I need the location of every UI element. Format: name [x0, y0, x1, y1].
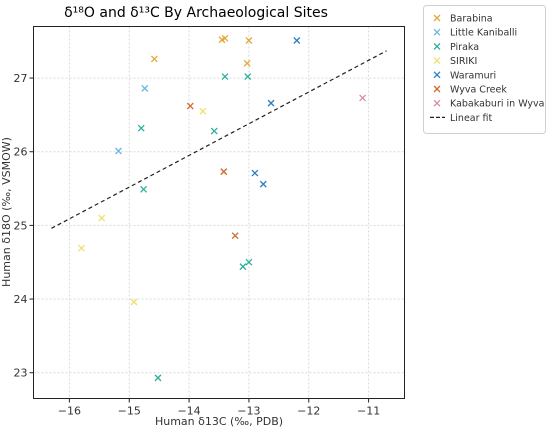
- x-tick-label: −14: [177, 405, 200, 418]
- legend-label: SIRIKI: [450, 56, 477, 67]
- y-tick-label: 25: [14, 219, 28, 232]
- data-point: [221, 34, 229, 42]
- data-point: [259, 180, 267, 188]
- data-point: [77, 244, 85, 252]
- y-tick-label: 27: [14, 72, 28, 85]
- data-point: [98, 214, 106, 222]
- legend-entry: Wyva Creek: [433, 85, 507, 96]
- data-point: [239, 263, 247, 271]
- plot-border: [33, 26, 405, 399]
- x-tick-label: −13: [237, 405, 260, 418]
- legend-label: Wyva Creek: [450, 85, 507, 96]
- legend-label: Waramuri: [450, 70, 496, 81]
- data-point: [150, 55, 158, 63]
- data-point: [141, 84, 149, 92]
- y-axis-label: Human δ18O (‰, VSMOW): [0, 137, 13, 287]
- x-tick-label: −11: [357, 405, 380, 418]
- legend-box: [423, 5, 546, 134]
- data-point: [115, 147, 122, 155]
- x-tick-label: −15: [118, 405, 141, 418]
- chart-title: δ¹⁸O and δ¹³C By Archaeological Sites: [64, 5, 328, 21]
- data-point: [199, 107, 207, 115]
- plot-area: [33, 26, 405, 399]
- x-axis: −16 −15 −14 −13 −12 −11: [58, 398, 380, 418]
- legend-label: Barabina: [450, 14, 493, 25]
- y-axis: 23 24 25 26 27: [14, 72, 34, 380]
- legend-label: Piraka: [450, 42, 479, 53]
- data-points: [77, 34, 367, 382]
- legend-label: Linear fit: [450, 113, 493, 124]
- data-point: [244, 73, 252, 81]
- data-point: [359, 94, 367, 102]
- x-axis-label: Human δ13C (‰, PDB): [155, 415, 283, 428]
- linear-fit-line: [51, 50, 387, 229]
- legend-entry: Barabina: [433, 14, 493, 25]
- legend-entry: Waramuri: [433, 70, 496, 81]
- legend-entry: Piraka: [433, 42, 479, 53]
- legend-label: Kabakaburi in Wyva: [450, 99, 544, 110]
- grid: [33, 26, 405, 399]
- plot-frame: [33, 26, 405, 399]
- data-point: [154, 374, 162, 382]
- x-tick-label: −16: [58, 405, 81, 418]
- data-point: [251, 169, 259, 177]
- data-point: [186, 102, 194, 110]
- data-point: [140, 185, 148, 193]
- fit-line-layer: [51, 50, 387, 229]
- data-point: [210, 127, 218, 135]
- legend-label: Little Kaniballi: [450, 28, 517, 39]
- data-point: [220, 168, 228, 176]
- data-point: [243, 59, 251, 67]
- data-point: [245, 37, 253, 44]
- legend-entry: SIRIKI: [433, 56, 477, 67]
- data-point: [221, 73, 229, 81]
- data-point: [245, 258, 253, 266]
- y-tick-label: 26: [14, 146, 28, 159]
- data-point: [293, 37, 301, 44]
- data-point: [267, 99, 275, 107]
- legend-entry: Little Kaniballi: [433, 28, 517, 39]
- legend: Barabina Little Kaniballi Piraka SIRIKI Wara…: [423, 5, 546, 134]
- legend-entry: Kabakaburi in Wyva: [433, 99, 544, 110]
- y-tick-label: 24: [14, 293, 28, 306]
- data-point: [231, 232, 239, 240]
- data-point: [137, 124, 145, 132]
- data-point: [130, 298, 138, 306]
- y-tick-label: 23: [14, 367, 28, 380]
- legend-entry: Linear fit: [430, 113, 493, 124]
- x-tick-label: −12: [297, 405, 320, 418]
